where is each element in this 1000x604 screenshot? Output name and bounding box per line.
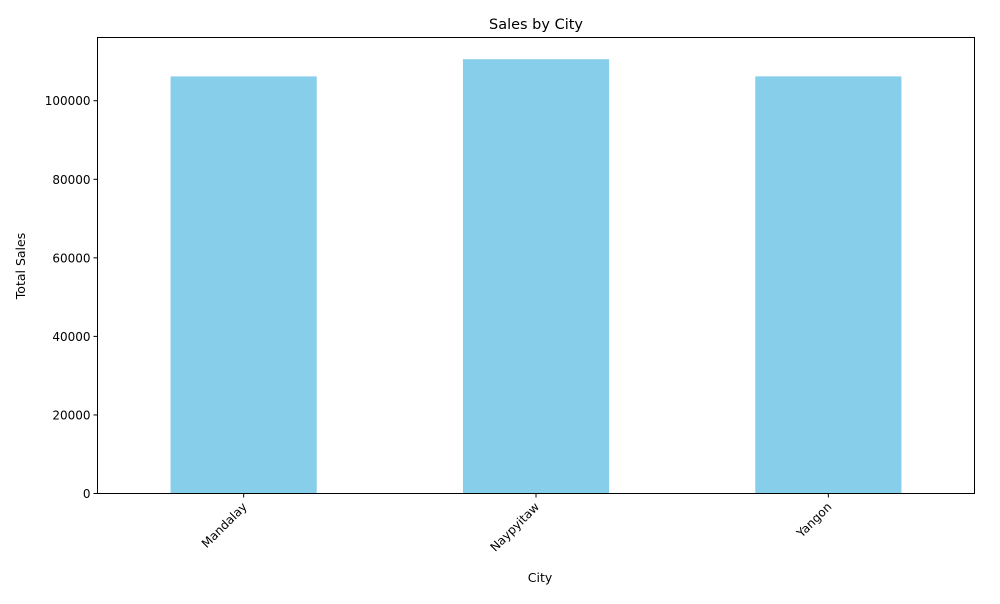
x-tick-label: Naypyitaw xyxy=(487,500,542,555)
y-tick-label: 20000 xyxy=(52,408,90,422)
y-tick-label: 100000 xyxy=(45,94,91,108)
y-axis-ticks: 0 20000 40000 60000 80000 100000 xyxy=(45,94,98,501)
bar-mandalay xyxy=(170,76,317,494)
y-tick-label: 80000 xyxy=(52,173,90,187)
x-axis-label: City xyxy=(528,570,553,585)
bar-naypyitaw xyxy=(462,59,610,494)
y-tick-label: 40000 xyxy=(52,330,90,344)
bar-yangon xyxy=(755,76,902,494)
y-tick-label: 0 xyxy=(83,487,91,501)
x-tick-label: Yangon xyxy=(793,500,834,541)
x-tick-label: Mandalay xyxy=(199,500,250,551)
bars-layer xyxy=(170,59,902,494)
y-axis-label: Total Sales xyxy=(13,233,28,300)
x-axis-ticks: Mandalay Naypyitaw Yangon xyxy=(199,493,834,555)
y-tick-label: 60000 xyxy=(52,251,90,265)
chart-title: Sales by City xyxy=(489,17,583,33)
